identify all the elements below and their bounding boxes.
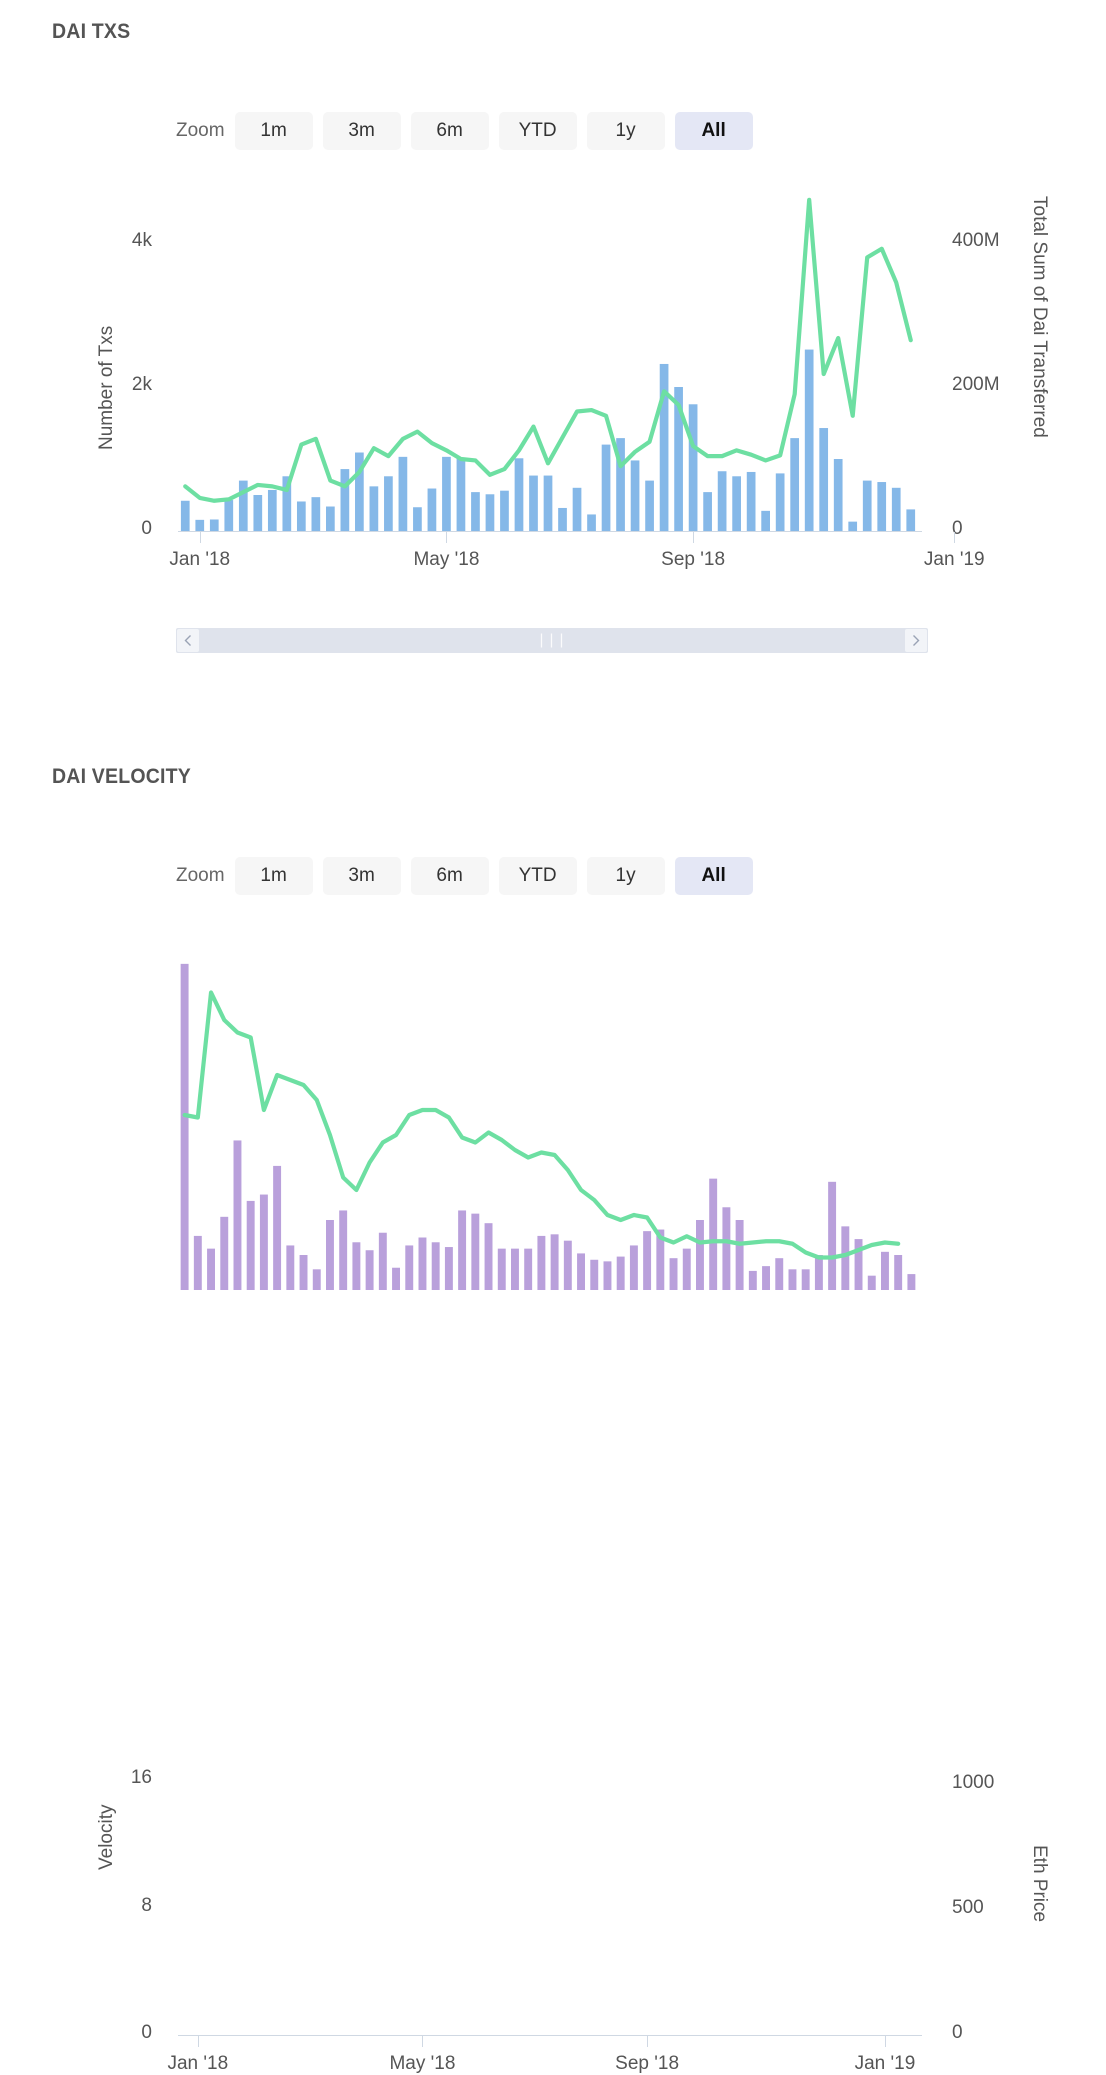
x-axis-tick-label: Sep '18 xyxy=(661,549,726,570)
page-title: DAI TXS xyxy=(52,20,131,43)
range-selector-txs: Zoom 1m 3m 6m YTD 1y All xyxy=(176,112,753,150)
dai-velocity-plot xyxy=(180,963,916,1290)
range-button-1y[interactable]: 1y xyxy=(586,112,665,150)
scroll-right-icon[interactable] xyxy=(905,629,927,652)
y-axis-tick-left: 0 xyxy=(141,518,152,539)
range-selector-velocity: Zoom 1m 3m 6m YTD 1y All xyxy=(176,857,753,895)
x-axis-tick-label: May '18 xyxy=(413,549,480,570)
y-axis-tick-left: 8 xyxy=(141,1894,152,1916)
range-button-3m-velocity[interactable]: 3m xyxy=(322,857,401,895)
y-axis-tick-left: 16 xyxy=(130,1767,152,1789)
range-button-ytd-velocity[interactable]: YTD xyxy=(498,857,577,895)
zoom-label-velocity: Zoom xyxy=(176,865,225,886)
y-axis-tick-right: 200M xyxy=(952,374,1000,395)
range-button-1m[interactable]: 1m xyxy=(234,112,313,150)
x-axis-tick-mark xyxy=(197,2036,199,2047)
x-axis-tick-mark xyxy=(693,532,695,543)
x-axis-tick-mark xyxy=(199,532,201,543)
zoom-label: Zoom xyxy=(176,120,225,141)
range-button-ytd[interactable]: YTD xyxy=(498,112,577,150)
y-axis-tick-left: 0 xyxy=(141,2022,152,2043)
x-axis-tick-label: Jan '18 xyxy=(167,2053,229,2074)
x-axis-tick-mark xyxy=(954,532,956,543)
x-axis-tick-label: May '18 xyxy=(389,2053,456,2074)
y-axis-tick-right: 500 xyxy=(952,1897,984,1918)
x-axis-tick-label: Jan '19 xyxy=(923,549,985,570)
y-axis-tick-right: 0 xyxy=(952,518,963,539)
x-axis-tick-label: Jan '18 xyxy=(169,549,231,570)
page-title-velocity: DAI VELOCITY xyxy=(52,765,191,788)
x-axis-line xyxy=(178,2035,922,2036)
dai-txs-chart: Number of Txs Total Sum of Dai Transferr… xyxy=(0,0,1106,700)
chart-navigator-scrollbar[interactable]: ||| xyxy=(176,628,928,653)
scroll-left-icon[interactable] xyxy=(177,629,199,652)
x-axis-tick-mark xyxy=(446,532,448,543)
x-axis-tick-mark xyxy=(422,2036,424,2047)
y-axis-title-right-velocity: Eth Price xyxy=(1029,1845,1050,1923)
y-axis-tick-left: 2k xyxy=(131,374,152,395)
x-axis-line xyxy=(178,531,922,532)
range-button-6m-velocity[interactable]: 6m xyxy=(410,857,489,895)
y-axis-tick-right: 400M xyxy=(952,230,1000,251)
range-button-all[interactable]: All xyxy=(674,112,753,150)
y-axis-tick-left: 4k xyxy=(131,230,152,251)
range-button-1m-velocity[interactable]: 1m xyxy=(234,857,313,895)
dai-velocity-panel: DAI VELOCITY Zoom 1m 3m 6m YTD 1y All Ve… xyxy=(0,745,1106,2074)
range-button-3m[interactable]: 3m xyxy=(322,112,401,150)
x-axis-tick-label: Jan '19 xyxy=(854,2053,916,2074)
x-axis-tick-label: Sep '18 xyxy=(615,2053,680,2074)
y-axis-title-left-velocity: Velocity xyxy=(96,1804,117,1870)
dai-txs-plot xyxy=(180,197,916,531)
x-axis-tick-mark xyxy=(884,2036,886,2047)
scrollbar-grip[interactable]: ||| xyxy=(536,632,568,649)
range-button-all-velocity[interactable]: All xyxy=(674,857,753,895)
y-axis-tick-right: 1000 xyxy=(952,1772,995,1793)
dai-txs-panel: DAI TXS Zoom 1m 3m 6m YTD 1y All Number … xyxy=(0,0,1106,700)
y-axis-tick-right: 0 xyxy=(952,2022,963,2043)
x-axis-tick-mark xyxy=(647,2036,649,2047)
range-button-1y-velocity[interactable]: 1y xyxy=(586,857,665,895)
range-button-6m[interactable]: 6m xyxy=(410,112,489,150)
dai-velocity-chart: Velocity Eth Price 0 8 16 0 500 1000 Jan '18 Ma… xyxy=(0,745,1106,2074)
